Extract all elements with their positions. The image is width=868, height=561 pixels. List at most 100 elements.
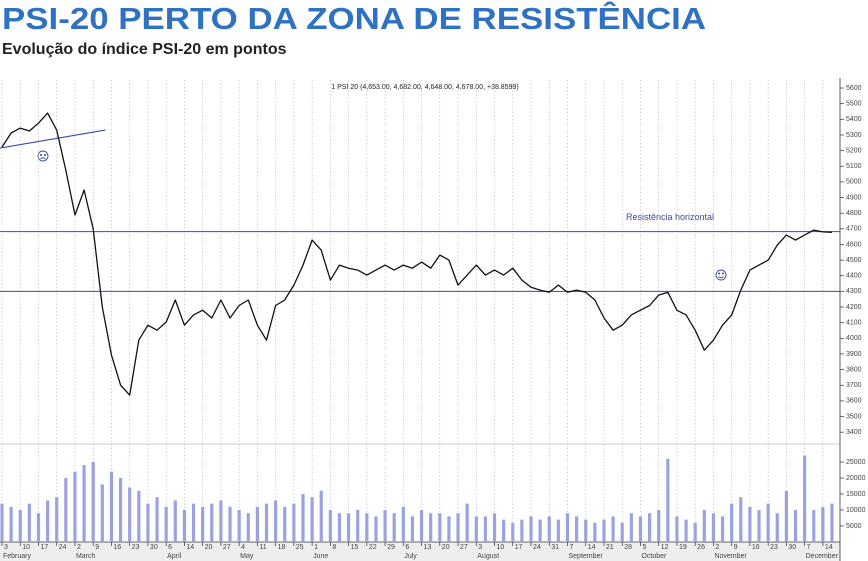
y-tick-label: 3600 (846, 398, 862, 405)
x-tick-label: 17 (515, 544, 523, 551)
x-tick-label: 16 (113, 544, 121, 551)
x-tick-label: 23 (132, 544, 140, 551)
reference-label: Resistência horizontal (626, 212, 714, 222)
x-tick-label: 2 (77, 544, 81, 551)
y2-tick-label: 25000 (846, 459, 866, 466)
volume-bar (502, 519, 506, 542)
y-tick-label: 5300 (846, 132, 862, 139)
month-label: November (714, 553, 747, 560)
x-tick-label: 23 (770, 544, 778, 551)
volume-bar (611, 516, 615, 542)
volume-bar (447, 516, 451, 542)
x-tick-label: 10 (22, 544, 30, 551)
volume-bar (182, 510, 187, 542)
y2-tick-label: 5000 (846, 523, 862, 530)
volume-bar (319, 490, 323, 542)
x-tick-label: 30 (788, 544, 796, 551)
chart-subtitle: Evolução do índice PSI-20 em pontos (2, 41, 287, 58)
x-tick-label: 17 (40, 544, 48, 551)
y2-tick-label: 20000 (846, 475, 866, 482)
month-label: December (806, 553, 839, 560)
volume-bar (328, 510, 332, 542)
x-tick-label: 22 (369, 544, 377, 551)
y-tick-label: 3700 (846, 382, 862, 389)
volume-bar (748, 506, 752, 542)
x-tick-label: 3 (4, 544, 8, 551)
volume-bar (383, 510, 387, 542)
volume-bar (118, 478, 123, 542)
volume-bar (520, 519, 524, 542)
volume-bar (201, 506, 205, 542)
x-tick-label: 1 (314, 544, 318, 551)
y-tick-label: 4300 (846, 288, 862, 295)
volume-bar (456, 513, 460, 542)
x-tick-label: 31 (551, 544, 559, 551)
x-tick-label: 24 (59, 544, 67, 551)
volume-bar (638, 516, 643, 542)
y-tick-label: 4800 (846, 210, 862, 217)
x-tick-label: 6 (168, 544, 172, 551)
x-tick-label: 13 (424, 544, 432, 551)
month-label: May (240, 553, 254, 560)
volume-bar (711, 513, 716, 542)
x-tick-label: 30 (150, 544, 158, 551)
y-tick-label: 5600 (846, 85, 862, 92)
x-tick-label: 8 (332, 544, 336, 551)
volume-bar (593, 522, 597, 542)
volume-bar (538, 519, 542, 542)
volume-bar (155, 497, 159, 542)
x-tick-label: 18 (278, 544, 286, 551)
x-tick-label: 24 (533, 544, 541, 551)
volume-bar (556, 519, 560, 542)
x-tick-label: 9 (734, 544, 738, 551)
y-tick-label: 4100 (846, 320, 862, 327)
y-tick-label: 5000 (846, 179, 862, 186)
y-tick-label: 5100 (846, 163, 862, 170)
y-tick-label: 4700 (846, 226, 862, 233)
y-tick-label: 5200 (846, 147, 862, 154)
y-tick-label: 4600 (846, 241, 862, 248)
x-tick-label: 27 (460, 544, 468, 551)
volume-bar (191, 503, 196, 542)
volume-bar (757, 510, 761, 542)
volume-bar (219, 500, 223, 542)
volume-bar (91, 462, 95, 542)
volume-bar (547, 516, 551, 542)
volume-bar (575, 516, 579, 542)
month-label: July (404, 553, 417, 560)
volume-bar (775, 513, 779, 542)
volume-bar (720, 516, 725, 542)
trend-line (0, 129, 106, 149)
volume-bar (392, 513, 396, 542)
x-tick-label: 9 (95, 544, 99, 551)
volume-bar (702, 510, 706, 542)
volume-bar (310, 497, 314, 542)
volume-bar (346, 513, 351, 542)
volume-bar (164, 506, 168, 542)
x-tick-label: 7 (807, 544, 811, 551)
volume-bar (82, 465, 86, 542)
volume-bar (739, 497, 743, 542)
y2-tick-label: 10000 (846, 507, 866, 514)
volume-bar (620, 522, 624, 542)
y-tick-label: 4400 (846, 273, 862, 280)
volume-bar (410, 516, 415, 542)
volume-bar (766, 503, 770, 542)
volume-bar (529, 516, 533, 542)
month-label: August (477, 553, 499, 560)
x-tick-label: 28 (624, 544, 632, 551)
volume-bar (374, 516, 378, 542)
x-tick-label: 6 (405, 544, 409, 551)
volume-bar (274, 500, 278, 542)
volume-bar (55, 497, 59, 542)
volume-bar (474, 516, 478, 542)
volume-bar (237, 510, 241, 542)
volume-bar (675, 516, 679, 542)
month-label: March (76, 553, 96, 560)
volume-bar (401, 506, 405, 542)
x-tick-label: 29 (387, 544, 395, 551)
volume-bar (128, 487, 132, 542)
month-label: February (3, 553, 32, 560)
volume-bar (365, 513, 369, 542)
